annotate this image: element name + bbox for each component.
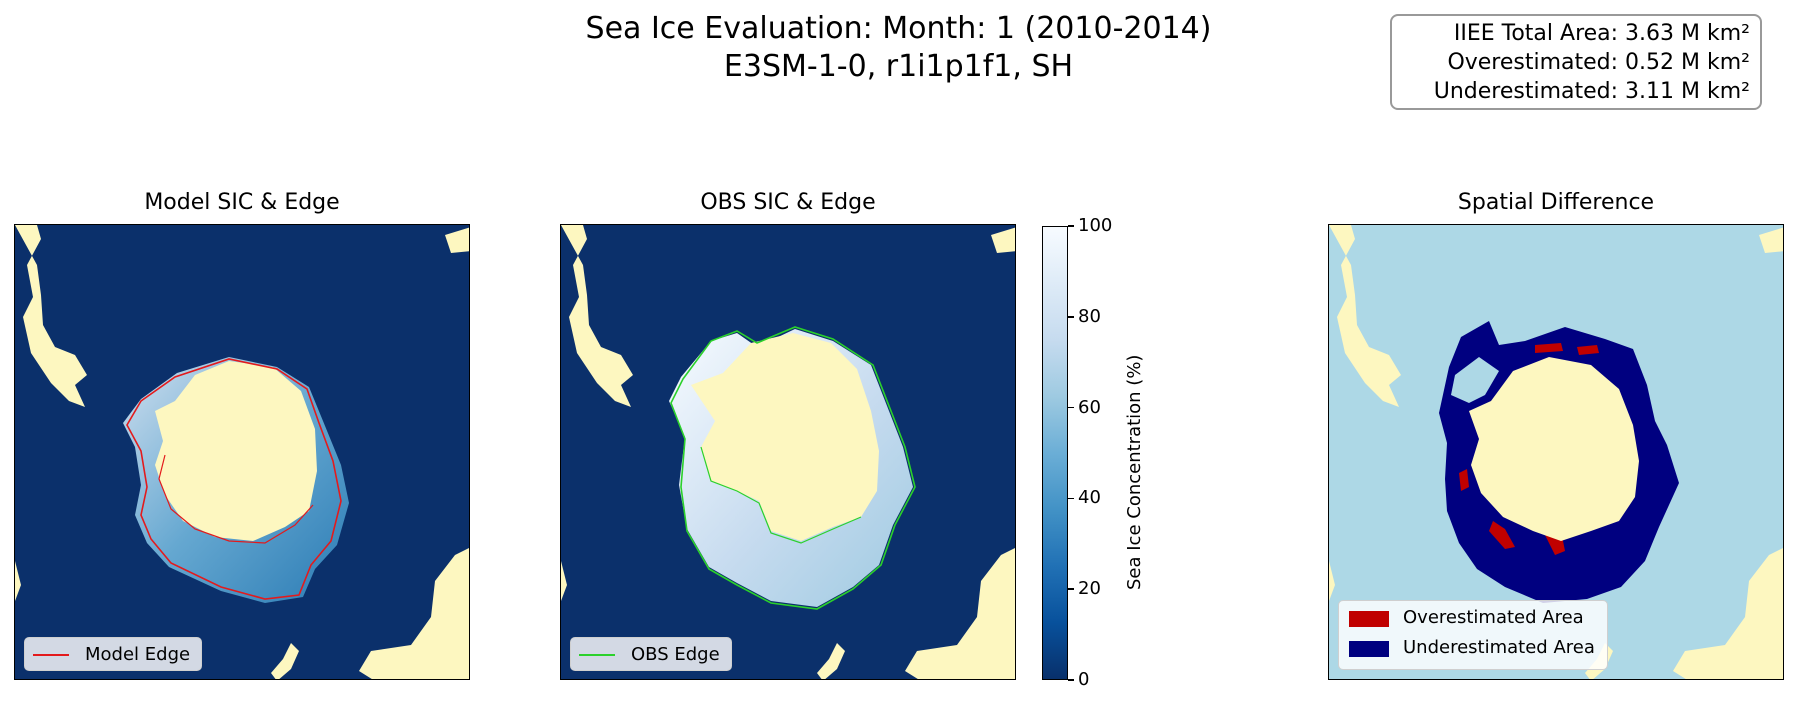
australia-land — [905, 548, 1015, 679]
south-georgia-land — [445, 227, 469, 253]
colorbar-tick-mark — [1068, 497, 1074, 500]
underestimated-swatch — [1349, 641, 1389, 657]
antarctica-land — [155, 361, 317, 541]
model-edge-inner-line — [158, 454, 314, 544]
obs-edge-swatch — [579, 654, 615, 656]
colorbar-tick-mark — [1068, 316, 1074, 318]
diff-panel-title: Spatial Difference — [1457, 190, 1655, 215]
model-edge-swatch — [33, 654, 69, 656]
south-georgia-land — [1759, 227, 1783, 253]
figure-title-line1: Sea Ice Evaluation: Month: 1 (2010-2014) — [585, 11, 1212, 46]
obs-legend: OBS Edge — [570, 637, 732, 671]
colorbar-tick-mark — [1068, 588, 1074, 590]
africa-tip-land — [561, 561, 567, 601]
underestimated-text: Underestimated: 3.11 M km² — [1433, 79, 1750, 104]
iiee-total-text: IIEE Total Area: 3.63 M km² — [1453, 21, 1750, 46]
south-georgia-land — [991, 227, 1015, 253]
model-panel-title: Model SIC & Edge — [144, 190, 340, 215]
overestimated-area-5 — [1459, 469, 1469, 491]
overestimated-area-1 — [1535, 343, 1563, 353]
antarctica-land — [1469, 357, 1639, 541]
overestimated-area-3 — [1489, 521, 1515, 549]
overestimated-area-4 — [1577, 345, 1599, 355]
obs-edge-legend-label: OBS Edge — [631, 644, 720, 665]
colorbar-label: Sea Ice Concentration (%) — [1124, 354, 1145, 590]
model-edge-legend-label: Model Edge — [85, 644, 191, 665]
new-zealand-land — [817, 643, 845, 679]
new-zealand-land — [271, 643, 299, 679]
colorbar-tick-label: 0 — [1078, 669, 1090, 690]
model-sic-plot — [15, 225, 469, 679]
figure-title: Sea Ice Evaluation: Month: 1 (2010-2014)… — [0, 10, 1797, 86]
colorbar-tick-mark — [1068, 225, 1074, 227]
model-sic-map — [14, 224, 470, 680]
south-america-land — [561, 225, 633, 407]
africa-tip-land — [15, 561, 21, 601]
iiee-stats-box: IIEE Total Area: 3.63 M km² Overestimate… — [1390, 14, 1762, 110]
obs-edge-inner-line — [700, 446, 862, 544]
south-america-land — [1329, 225, 1401, 407]
colorbar-tick-mark — [1068, 679, 1074, 681]
australia-land — [1673, 548, 1783, 679]
colorbar-tick-label: 40 — [1078, 487, 1101, 509]
inner-ocean-gap — [1451, 357, 1499, 403]
colorbar-tick-label: 80 — [1078, 305, 1101, 327]
obs-edge-line — [670, 326, 916, 610]
obs-panel-title: OBS SIC & Edge — [700, 190, 876, 215]
africa-tip-land — [1329, 561, 1335, 601]
overestimated-text: Overestimated: 0.52 M km² — [1447, 50, 1750, 75]
colorbar — [1042, 226, 1068, 680]
overestimated-legend-label: Overestimated Area — [1403, 607, 1584, 628]
model-legend: Model Edge — [24, 637, 202, 671]
figure-title-line2: E3SM-1-0, r1i1p1f1, SH — [723, 49, 1074, 84]
obs-sic-map — [560, 224, 1016, 680]
antarctica-land — [691, 333, 879, 541]
colorbar-tick-mark — [1068, 406, 1074, 409]
underestimated-legend-label: Underestimated Area — [1403, 637, 1595, 658]
australia-land — [359, 548, 469, 679]
difference-legend: Overestimated Area Underestimated Area — [1338, 600, 1608, 670]
colorbar-tick-label: 20 — [1078, 578, 1101, 600]
model-edge-line — [126, 358, 342, 600]
south-america-land — [15, 225, 87, 407]
colorbar-tick-label: 60 — [1078, 396, 1101, 418]
colorbar-tick-label: 100 — [1078, 215, 1113, 236]
obs-sic-plot — [561, 225, 1015, 679]
overestimated-swatch — [1349, 611, 1389, 627]
